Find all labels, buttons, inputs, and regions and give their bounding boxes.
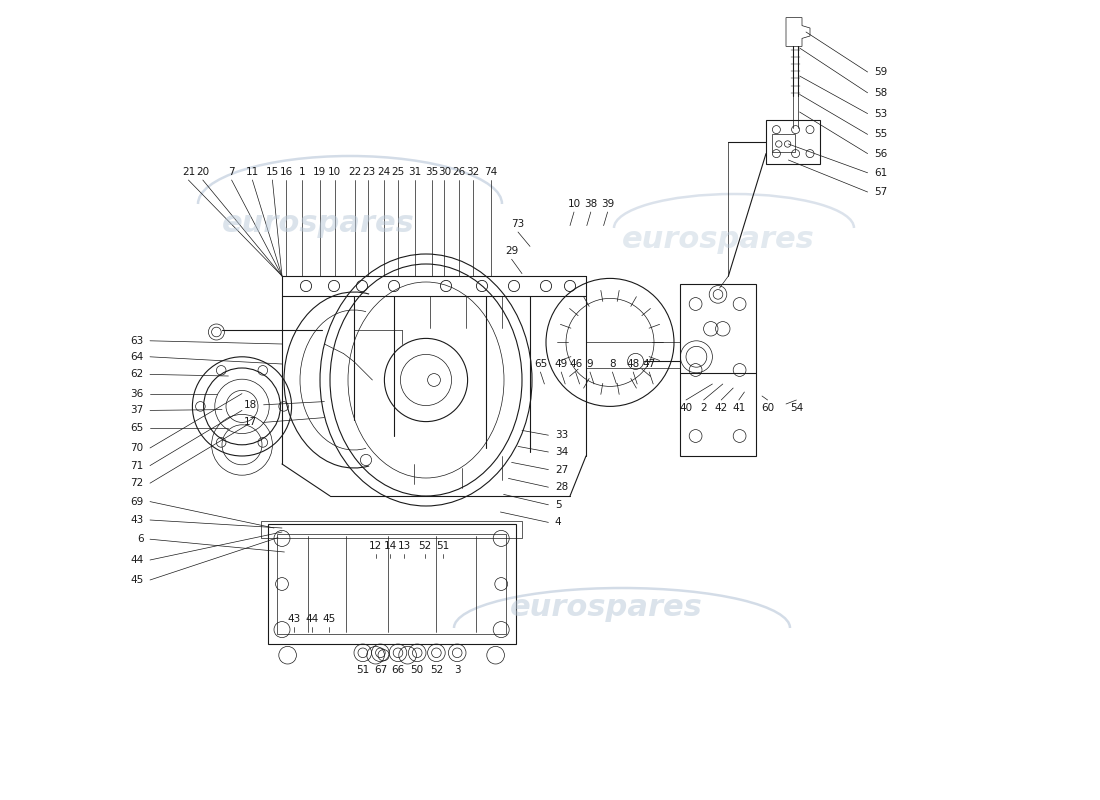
Text: 25: 25 <box>392 167 405 177</box>
Text: 13: 13 <box>398 541 411 550</box>
Text: 28: 28 <box>554 482 568 492</box>
Text: 52: 52 <box>430 666 443 675</box>
Text: 55: 55 <box>874 130 888 139</box>
Text: 44: 44 <box>305 614 318 624</box>
Text: 29: 29 <box>505 246 518 256</box>
Text: 12: 12 <box>368 541 382 550</box>
Text: 36: 36 <box>130 389 144 398</box>
Text: 72: 72 <box>130 478 144 488</box>
Text: 48: 48 <box>627 359 640 369</box>
Bar <box>772 134 795 152</box>
Text: 5: 5 <box>554 500 561 510</box>
Text: 30: 30 <box>438 167 451 177</box>
Text: 61: 61 <box>874 168 888 178</box>
Text: 22: 22 <box>349 167 362 177</box>
Text: 7: 7 <box>229 167 235 177</box>
Text: 71: 71 <box>130 461 144 470</box>
Text: 39: 39 <box>601 199 614 209</box>
Text: 69: 69 <box>130 497 144 506</box>
Text: 73: 73 <box>512 219 525 229</box>
Text: 53: 53 <box>874 109 888 118</box>
Text: 58: 58 <box>874 88 888 98</box>
Text: 42: 42 <box>715 403 728 413</box>
Text: 1: 1 <box>299 167 306 177</box>
Text: 11: 11 <box>245 167 258 177</box>
Text: 54: 54 <box>790 403 803 413</box>
Bar <box>680 284 756 456</box>
Text: 57: 57 <box>874 187 888 197</box>
Text: 4: 4 <box>554 518 561 527</box>
Text: 2: 2 <box>701 403 707 413</box>
Text: 44: 44 <box>130 555 144 565</box>
Text: 3: 3 <box>454 666 461 675</box>
Text: eurospares: eurospares <box>509 594 703 622</box>
Text: 65: 65 <box>130 423 144 433</box>
Text: 10: 10 <box>568 199 581 209</box>
Text: 18: 18 <box>244 400 257 410</box>
Text: eurospares: eurospares <box>621 226 814 254</box>
Text: eurospares: eurospares <box>221 210 415 238</box>
Text: 60: 60 <box>761 403 774 413</box>
Text: 52: 52 <box>419 541 432 550</box>
Bar <box>766 120 821 164</box>
Text: 27: 27 <box>554 465 568 474</box>
Text: 56: 56 <box>874 149 888 158</box>
Text: 65: 65 <box>534 359 547 369</box>
Text: 41: 41 <box>733 403 746 413</box>
Bar <box>267 524 516 644</box>
Text: 47: 47 <box>642 359 656 369</box>
Text: 43: 43 <box>130 515 144 525</box>
Text: 62: 62 <box>130 370 144 379</box>
Text: 49: 49 <box>554 359 568 369</box>
Text: 43: 43 <box>287 614 300 624</box>
Text: 50: 50 <box>410 666 424 675</box>
Text: 31: 31 <box>408 167 421 177</box>
Text: 8: 8 <box>609 359 616 369</box>
Text: 67: 67 <box>374 666 387 675</box>
Text: 33: 33 <box>554 430 568 440</box>
Text: 45: 45 <box>130 575 144 585</box>
Text: 51: 51 <box>356 666 370 675</box>
Text: 15: 15 <box>266 167 279 177</box>
Text: 14: 14 <box>384 541 397 550</box>
Text: 21: 21 <box>182 167 195 177</box>
Bar <box>277 534 506 634</box>
Text: 64: 64 <box>130 352 144 362</box>
Text: 32: 32 <box>466 167 480 177</box>
Text: 24: 24 <box>377 167 390 177</box>
Text: 35: 35 <box>425 167 438 177</box>
Text: 59: 59 <box>874 67 888 77</box>
Text: 6: 6 <box>138 534 144 544</box>
Text: 17: 17 <box>244 418 257 427</box>
Text: 26: 26 <box>452 167 465 177</box>
Text: 63: 63 <box>130 336 144 346</box>
Text: 45: 45 <box>322 614 335 624</box>
Text: 23: 23 <box>362 167 375 177</box>
Text: 51: 51 <box>437 541 450 550</box>
Text: 70: 70 <box>131 443 144 453</box>
Text: 10: 10 <box>328 167 341 177</box>
Bar <box>261 521 522 538</box>
Text: 9: 9 <box>586 359 593 369</box>
Text: 16: 16 <box>279 167 293 177</box>
Text: 46: 46 <box>569 359 582 369</box>
Text: 19: 19 <box>314 167 327 177</box>
Text: 66: 66 <box>392 666 405 675</box>
Text: 74: 74 <box>484 167 497 177</box>
Text: 20: 20 <box>196 167 209 177</box>
Text: 40: 40 <box>680 403 693 413</box>
Text: 37: 37 <box>130 406 144 415</box>
Text: 38: 38 <box>584 199 597 209</box>
Text: 34: 34 <box>554 447 568 457</box>
